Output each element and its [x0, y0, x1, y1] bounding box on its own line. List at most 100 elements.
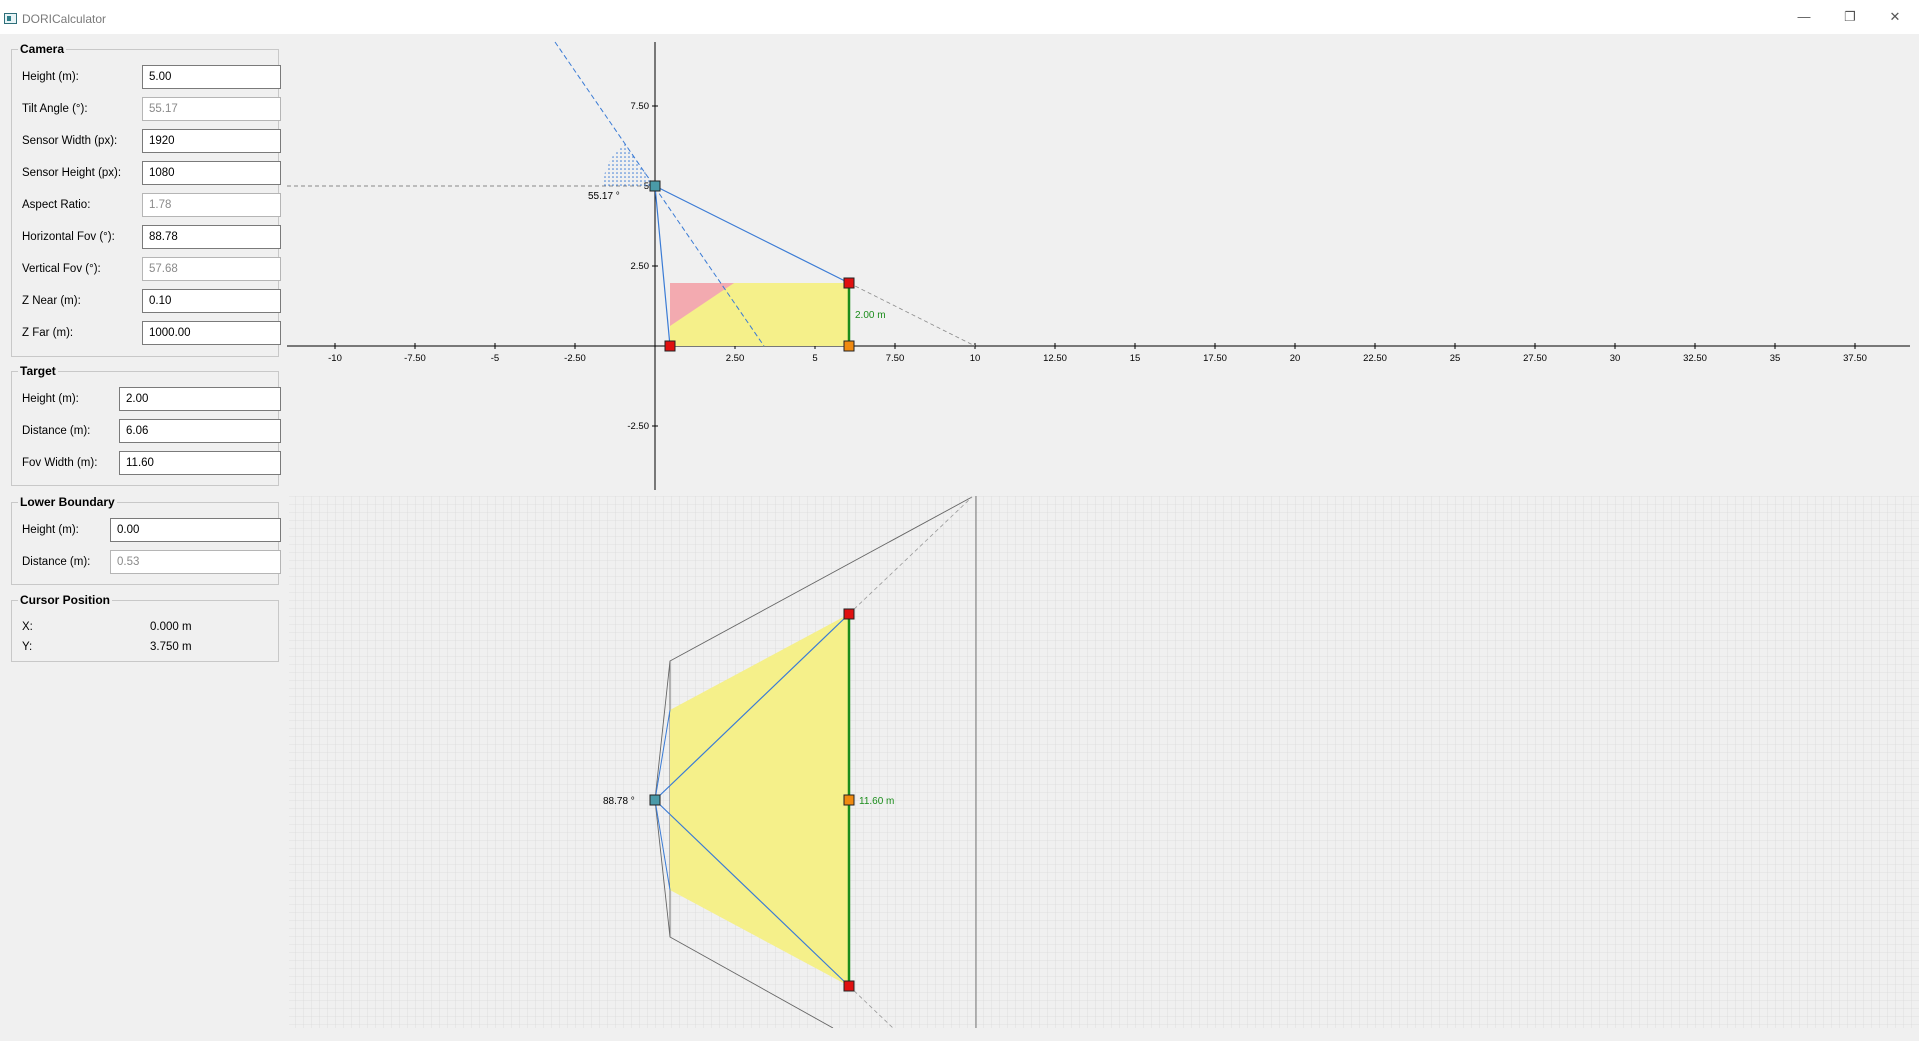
x-tick-label: 37.50 [1843, 353, 1867, 364]
app-icon [4, 13, 17, 24]
target-center-handle[interactable] [843, 794, 855, 806]
fov-width-label: Fov Width (m): [22, 457, 98, 469]
window-title: DORICalculator [22, 12, 107, 26]
camera-group: Camera Height (m): 5.00 Tilt Angle (°): … [11, 42, 281, 357]
vertical-fov-label: Vertical Fov (°): [22, 263, 101, 275]
title-bar: DORICalculator — ❐ ✕ [0, 0, 1919, 34]
y-tick-label: -2.50 [627, 421, 649, 432]
fov-right-handle[interactable] [843, 980, 855, 992]
vertical-fov-field[interactable]: 57.68 [142, 257, 281, 281]
cursor-y-value: 3.750 m [150, 641, 192, 653]
y-tick-group: 7.50 5 2.50 -2.50 [627, 101, 658, 432]
lower-height-field[interactable]: 0.00 [110, 518, 281, 542]
lower-boundary-handle[interactable] [664, 340, 676, 352]
target-distance-field[interactable]: 6.06 [119, 419, 281, 443]
near-right-line [654, 799, 671, 891]
right-frustum-extension [848, 985, 894, 1028]
target-height-label: 2.00 m [855, 310, 886, 321]
x-tick-label: 27.50 [1523, 353, 1547, 364]
y-tick-label: 7.50 [631, 101, 650, 112]
coverage-zone [670, 283, 849, 346]
cursor-position-group: Cursor Position X: 0.000 m Y: 3.750 m [11, 593, 279, 662]
x-tick-label: 17.50 [1203, 353, 1227, 364]
x-tick-label: 2.50 [726, 353, 745, 364]
tilt-angle-field[interactable]: 55.17 [142, 97, 281, 121]
x-tick-label: -5 [491, 353, 499, 364]
grid-background [289, 496, 1919, 1028]
coverage-zone-top [670, 614, 849, 986]
x-tick-label: 20 [1290, 353, 1301, 364]
target-group-title: Target [18, 364, 58, 378]
z-far-field[interactable]: 1000.00 [142, 321, 281, 345]
close-button[interactable]: ✕ [1889, 9, 1901, 24]
fov-width-label: 11.60 m [859, 796, 894, 807]
target-height-field[interactable]: 2.00 [119, 387, 281, 411]
aspect-ratio-label: Aspect Ratio: [22, 199, 91, 211]
tilt-angle-label: 55.17 ° [588, 191, 620, 202]
lower-boundary-group-title: Lower Boundary [18, 495, 117, 509]
lower-boundary-group: Lower Boundary Height (m): 0.00 Distance… [11, 495, 281, 585]
optical-axis-line [554, 41, 765, 347]
status-bar [0, 1028, 1919, 1041]
camera-handle-top[interactable] [649, 794, 661, 806]
restore-button[interactable]: ❐ [1844, 9, 1856, 24]
x-tick-label: 10 [970, 353, 981, 364]
sensor-height-field[interactable]: 1080 [142, 161, 281, 185]
camera-height-label: Height (m): [22, 71, 79, 83]
sensor-width-label: Sensor Width (px): [22, 135, 118, 147]
x-tick-label: 25 [1450, 353, 1461, 364]
cursor-x-value: 0.000 m [150, 621, 192, 633]
x-tick-label: 5 [812, 353, 817, 364]
z-near-label: Z Near (m): [22, 295, 81, 307]
tilt-angle-label: Tilt Angle (°): [22, 103, 88, 115]
side-view-plot[interactable]: -10 -7.50 -5 -2.50 2.50 5 7.50 10 12.50 15 17.50 20… [287, 34, 1919, 492]
z-near-field[interactable]: 0.10 [142, 289, 281, 313]
lower-height-label: Height (m): [22, 524, 79, 536]
x-tick-label: 32.50 [1683, 353, 1707, 364]
horizontal-fov-label: Horizontal Fov (°): [22, 231, 115, 243]
x-tick-group: -10 -7.50 -5 -2.50 2.50 5 7.50 10 12.50 15 17.50 20… [328, 343, 1867, 364]
y-tick-label: 5 [644, 181, 649, 192]
near-zone [670, 283, 734, 326]
left-frustum-line [654, 613, 850, 801]
camera-handle[interactable] [649, 180, 661, 192]
target-distance-label: Distance (m): [22, 425, 91, 437]
lower-frustum-line [654, 185, 671, 347]
x-tick-label: 15 [1130, 353, 1141, 364]
hfov-label: 88.78 ° [603, 796, 635, 807]
x-tick-label: 30 [1610, 353, 1621, 364]
target-bottom-handle[interactable] [843, 340, 855, 352]
target-height-label: Height (m): [22, 393, 79, 405]
x-tick-label: -10 [328, 353, 342, 364]
x-tick-label: 7.50 [886, 353, 905, 364]
aspect-ratio-field[interactable]: 1.78 [142, 193, 281, 217]
upper-frustum-line [654, 185, 850, 284]
x-tick-label: 35 [1770, 353, 1781, 364]
z-far-label: Z Far (m): [22, 327, 74, 339]
x-tick-label: 12.50 [1043, 353, 1067, 364]
near-left-line [654, 709, 671, 801]
left-frustum-extension [848, 496, 973, 615]
x-tick-label: -7.50 [404, 353, 426, 364]
cursor-y-label: Y: [22, 641, 33, 653]
camera-height-field[interactable]: 5.00 [142, 65, 281, 89]
minimize-button[interactable]: — [1797, 9, 1811, 24]
top-view-plot[interactable]: 88.78 ° 11.60 m [287, 496, 1919, 1028]
upper-frustum-extension [848, 282, 976, 347]
right-frustum-line [654, 799, 850, 987]
camera-group-title: Camera [18, 42, 67, 56]
sensor-height-label: Sensor Height (px): [22, 167, 122, 179]
parameters-panel: Camera Height (m): 5.00 Tilt Angle (°): … [0, 34, 284, 1041]
tilt-angle-wedge [603, 144, 655, 186]
target-top-handle[interactable] [843, 277, 855, 289]
cursor-x-row: X: 0.000 m [22, 615, 272, 639]
fov-width-field[interactable]: 11.60 [119, 451, 281, 475]
sensor-width-field[interactable]: 1920 [142, 129, 281, 153]
lower-distance-field[interactable]: 0.53 [110, 550, 281, 574]
lower-distance-label: Distance (m): [22, 556, 91, 568]
x-tick-label: -2.50 [564, 353, 586, 364]
fov-left-handle[interactable] [843, 608, 855, 620]
y-tick-label: 2.50 [631, 261, 650, 272]
cursor-y-row: Y: 3.750 m [22, 635, 272, 659]
horizontal-fov-field[interactable]: 88.78 [142, 225, 281, 249]
